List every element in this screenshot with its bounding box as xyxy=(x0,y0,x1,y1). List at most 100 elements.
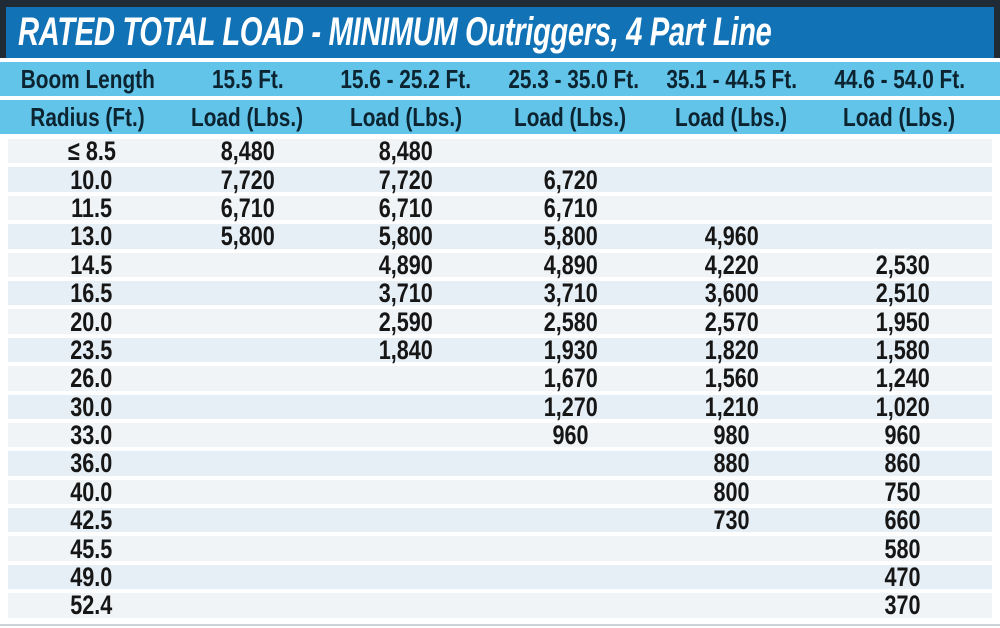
load-cell xyxy=(175,451,320,475)
load-header-cell: Load (Lbs.) xyxy=(814,102,985,133)
load-cell xyxy=(320,508,492,532)
radius-value: 11.5 xyxy=(71,192,112,223)
load-cell: 1,020 xyxy=(814,391,991,422)
load-value: 3,710 xyxy=(378,278,434,309)
load-cell: 6,710 xyxy=(320,192,492,223)
load-cell xyxy=(175,253,320,277)
load-cell: 1,240 xyxy=(814,365,991,392)
load-cell: 1,840 xyxy=(320,336,492,363)
load-value: 580 xyxy=(884,533,921,564)
load-cell: 860 xyxy=(814,450,991,477)
table-row: 20.0 2,590 2,580 2,570 1,950 xyxy=(8,306,992,338)
load-value: 960 xyxy=(552,420,589,451)
radius-value: 33.0 xyxy=(70,420,113,451)
load-cell: 6,710 xyxy=(175,194,320,221)
boom-length-header-row: Boom Length 15.5 Ft. 15.6 - 25.2 Ft. 25.… xyxy=(0,62,1000,96)
load-value: 3,710 xyxy=(543,278,598,309)
load-cell xyxy=(814,168,991,192)
load-value: 1,210 xyxy=(704,391,759,422)
load-cell xyxy=(492,139,649,163)
load-cell: 7,720 xyxy=(320,166,492,193)
load-cell xyxy=(320,395,492,419)
load-value: 4,960 xyxy=(704,221,759,252)
radius-header-label: Radius (Ft.) xyxy=(30,101,145,132)
radius-value: 26.0 xyxy=(70,363,113,394)
radius-cell: 45.5 xyxy=(8,535,175,562)
load-cell xyxy=(814,196,991,220)
load-cell xyxy=(320,451,492,475)
load-value: 370 xyxy=(884,590,921,621)
boom-range-header-cell: 44.6 - 54.0 Ft. xyxy=(814,64,985,95)
radius-cell: 14.5 xyxy=(8,249,175,280)
load-cell xyxy=(492,537,649,561)
radius-value: 13.0 xyxy=(70,221,113,252)
load-header-cell: Load (Lbs.) xyxy=(492,102,649,133)
load-cell xyxy=(814,224,991,248)
load-header-cell: Load (Lbs.) xyxy=(320,102,492,133)
radius-value: 52.4 xyxy=(70,590,113,621)
table-row: 42.5 730 660 xyxy=(8,505,992,537)
page-title: RATED TOTAL LOAD - MINIMUM Outriggers, 4… xyxy=(18,10,772,54)
load-cell xyxy=(175,395,320,419)
load-cell: 730 xyxy=(649,507,814,534)
load-value: 960 xyxy=(884,420,921,451)
load-cell xyxy=(175,565,320,589)
load-value: 470 xyxy=(884,562,921,593)
load-header-label: Load (Lbs.) xyxy=(191,101,304,132)
load-cell: 960 xyxy=(814,420,991,451)
radius-cell: 13.0 xyxy=(8,221,175,252)
boom-range-header-cell: 35.1 - 44.5 Ft. xyxy=(649,64,814,95)
radius-value: 16.5 xyxy=(70,278,113,309)
load-value: 4,220 xyxy=(704,249,759,280)
load-value: 1,580 xyxy=(875,334,930,365)
load-cell: 750 xyxy=(814,478,991,505)
load-cell xyxy=(492,480,649,504)
load-cell: 370 xyxy=(814,590,991,621)
load-cell xyxy=(175,423,320,447)
boom-length-header-cell: Boom Length xyxy=(0,64,175,95)
radius-cell: 49.0 xyxy=(8,564,175,591)
load-cell: 1,270 xyxy=(492,393,649,420)
load-cell: 4,220 xyxy=(649,249,814,280)
load-cell: 5,800 xyxy=(175,223,320,250)
load-cell: 2,590 xyxy=(320,308,492,335)
load-cell xyxy=(492,508,649,532)
load-value: 1,670 xyxy=(543,363,598,394)
load-value: 800 xyxy=(713,476,750,507)
divider xyxy=(0,96,1000,100)
load-value: 1,820 xyxy=(704,334,759,365)
load-value: 6,710 xyxy=(378,192,434,223)
load-cell: 1,580 xyxy=(814,334,991,365)
table-row: 11.5 6,710 6,710 6,710 xyxy=(8,192,992,225)
load-cell: 2,570 xyxy=(649,308,814,335)
load-value: 2,580 xyxy=(543,306,598,337)
table-row: 23.5 1,840 1,930 1,820 1,580 xyxy=(8,334,992,367)
radius-value: ≤ 8.5 xyxy=(67,136,116,167)
load-cell xyxy=(175,480,320,504)
bottom-border xyxy=(0,623,1000,626)
load-value: 660 xyxy=(884,505,921,536)
radius-value: 42.5 xyxy=(70,505,113,536)
load-cell xyxy=(814,139,991,163)
load-cell xyxy=(320,423,492,447)
load-cell: 1,950 xyxy=(814,308,991,335)
table-row: 33.0 960 980 960 xyxy=(8,420,992,452)
load-cell xyxy=(175,593,320,617)
boom-range-label: 15.6 - 25.2 Ft. xyxy=(340,63,472,94)
load-cell: 3,600 xyxy=(649,280,814,307)
load-cell: 3,710 xyxy=(492,278,649,309)
load-cell xyxy=(175,508,320,532)
load-value: 1,020 xyxy=(875,391,930,422)
radius-value: 14.5 xyxy=(70,249,113,280)
radius-cell: 11.5 xyxy=(8,192,175,223)
radius-cell: 30.0 xyxy=(8,393,175,420)
load-cell: 660 xyxy=(814,505,991,536)
table-row: 40.0 800 750 xyxy=(8,476,992,509)
title-bar: RATED TOTAL LOAD - MINIMUM Outriggers, 4… xyxy=(6,7,994,58)
boom-range-label: 15.5 Ft. xyxy=(211,63,284,94)
load-cell: 7,720 xyxy=(175,166,320,193)
load-value: 4,890 xyxy=(378,249,434,280)
boom-range-label: 35.1 - 44.5 Ft. xyxy=(666,63,797,94)
load-value: 6,720 xyxy=(543,164,598,195)
